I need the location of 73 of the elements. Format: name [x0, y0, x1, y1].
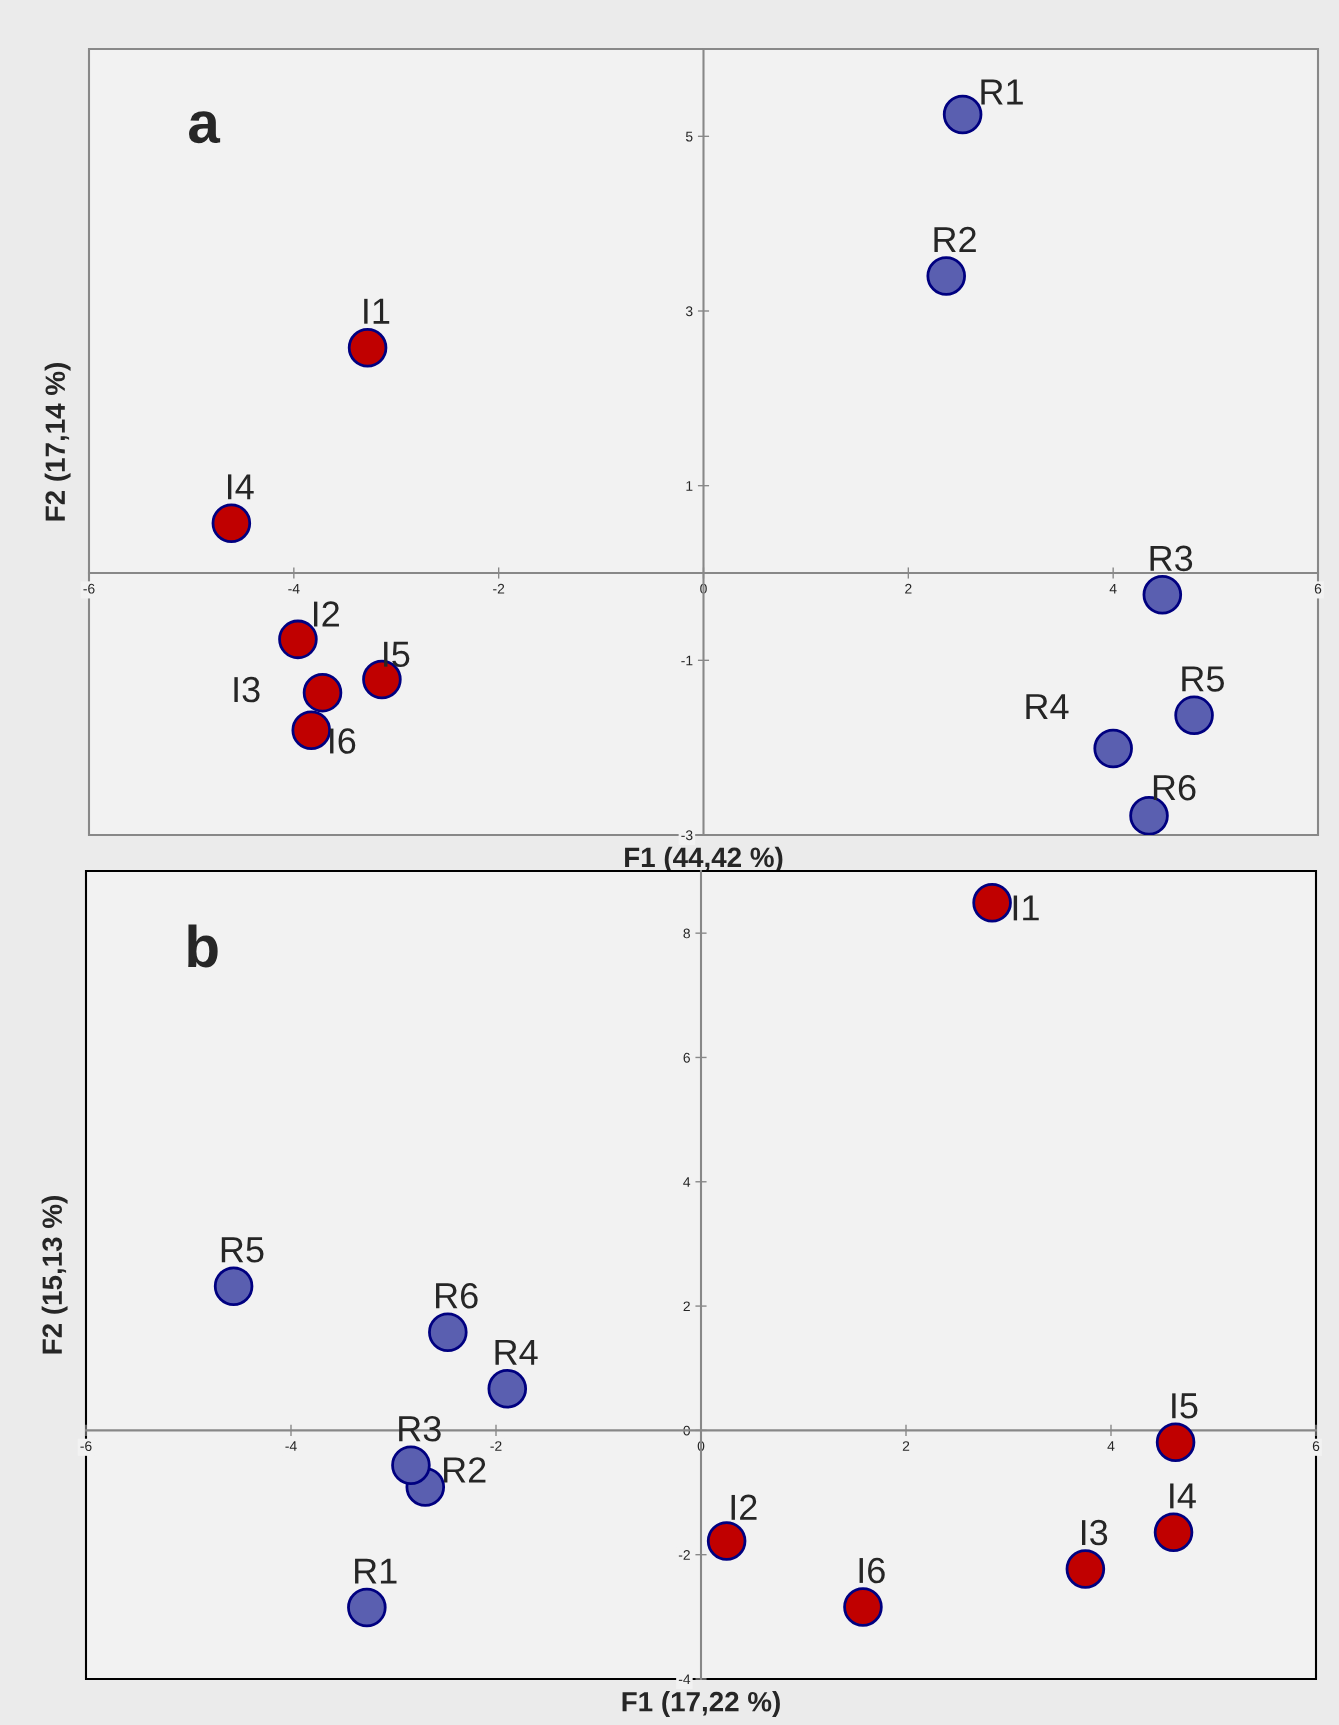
annotation: I1: [1013, 895, 1039, 921]
annotation: I3: [1081, 1519, 1108, 1546]
x-tick-label: -6: [80, 1441, 92, 1451]
x-tick-label: 2: [905, 583, 912, 594]
annotation: R4: [1026, 694, 1069, 719]
x-tick-label: -6: [83, 583, 95, 594]
x-tick-label: -4: [288, 583, 300, 594]
point: [291, 710, 332, 750]
y-tick-label: 5: [685, 131, 693, 142]
point: [843, 1587, 883, 1627]
x-tick-label: 6: [1314, 583, 1322, 594]
annotation: R2: [934, 226, 976, 253]
annotation: R4: [495, 1339, 538, 1365]
point: [428, 1312, 468, 1352]
x-tick-label: -2: [493, 583, 505, 594]
x-tick-label: 2: [902, 1441, 910, 1451]
x-tick-label: 6: [1312, 1441, 1320, 1451]
point: [1174, 695, 1214, 736]
x-tick-label: 4: [1109, 583, 1117, 594]
annotation: I2: [313, 601, 339, 627]
point: [302, 672, 343, 713]
y-axis-title: F2 (17,14 %): [44, 363, 71, 521]
y-axis-title: F2 (15,13 %): [41, 1196, 68, 1354]
x-axis-title: F1 (17,22 %): [622, 1691, 780, 1718]
point: [211, 503, 252, 543]
annotation: R5: [1182, 666, 1224, 692]
y-tick-label: 8: [683, 928, 690, 939]
x-axis-title: F1 (44,42 %): [625, 846, 783, 873]
point: [347, 327, 388, 368]
point: [213, 1266, 254, 1306]
y-tick-label: -1: [681, 655, 693, 666]
point: [347, 1587, 387, 1628]
y-tick-label: -4: [678, 1674, 691, 1685]
annotation: I3: [234, 676, 260, 703]
point: [1142, 575, 1183, 615]
annotation: I6: [859, 1557, 885, 1584]
y-tick-label: -3: [681, 830, 693, 841]
annotation: R1: [981, 79, 1023, 105]
annotation: I4: [1170, 1483, 1196, 1509]
y-tick-label: 2: [683, 1301, 690, 1312]
annotation: I1: [364, 298, 390, 324]
point: [1155, 1422, 1196, 1462]
x-tick-label: 4: [1107, 1441, 1115, 1451]
annotation: R1: [355, 1558, 397, 1584]
y-tick-label: 6: [683, 1052, 690, 1063]
point: [706, 1521, 747, 1561]
point: [926, 256, 966, 296]
annotation: I4: [227, 474, 254, 500]
point: [1093, 728, 1133, 769]
y-tick-label: -2: [678, 1550, 690, 1560]
point: [972, 882, 1012, 923]
x-tick-label: -4: [285, 1441, 297, 1451]
annotation: I2: [731, 1494, 757, 1520]
annotation: I6: [330, 728, 356, 754]
annotation: R3: [1150, 545, 1193, 572]
point: [942, 94, 983, 135]
y-tick-label: 4: [683, 1177, 691, 1187]
annotation: R3: [399, 1415, 441, 1442]
annotation: R5: [221, 1237, 264, 1263]
point: [1065, 1549, 1106, 1589]
annotation: R6: [1153, 774, 1196, 801]
point: [1153, 1512, 1194, 1553]
y-tick-label: 3: [685, 306, 693, 317]
point: [487, 1368, 528, 1409]
text: a: [189, 111, 221, 144]
point: [391, 1445, 431, 1485]
x-tick-label: -2: [490, 1441, 502, 1451]
annotation: R6: [436, 1282, 478, 1309]
y-tick-label: 1: [686, 481, 693, 491]
annotation: I5: [1172, 1393, 1198, 1419]
text: b: [188, 924, 218, 968]
annotation: I5: [384, 641, 410, 668]
annotation: R2: [444, 1457, 486, 1483]
